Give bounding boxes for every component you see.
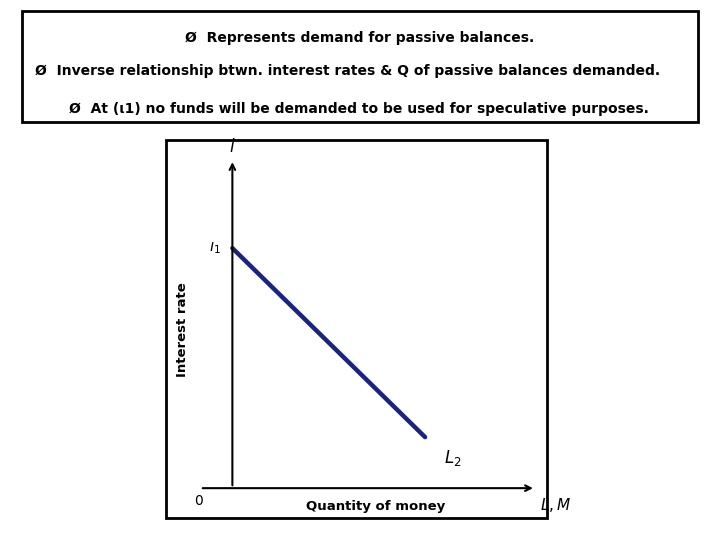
Text: 0: 0 (194, 494, 202, 508)
Text: Quantity of money: Quantity of money (306, 500, 445, 513)
Text: Ø  At (ι1) no funds will be demanded to be used for speculative purposes.: Ø At (ι1) no funds will be demanded to b… (69, 102, 649, 116)
Text: $i$: $i$ (229, 138, 235, 156)
FancyBboxPatch shape (22, 11, 698, 122)
Text: $ı_1$: $ı_1$ (209, 240, 221, 256)
Text: Ø  Inverse relationship btwn. interest rates & Q of passive balances demanded.: Ø Inverse relationship btwn. interest ra… (35, 64, 660, 78)
Text: $L, M$: $L, M$ (539, 496, 571, 514)
Text: $L_2$: $L_2$ (444, 448, 462, 469)
Text: Ø  Represents demand for passive balances.: Ø Represents demand for passive balances… (185, 31, 535, 45)
FancyBboxPatch shape (166, 140, 547, 518)
Text: Interest rate: Interest rate (176, 282, 189, 377)
